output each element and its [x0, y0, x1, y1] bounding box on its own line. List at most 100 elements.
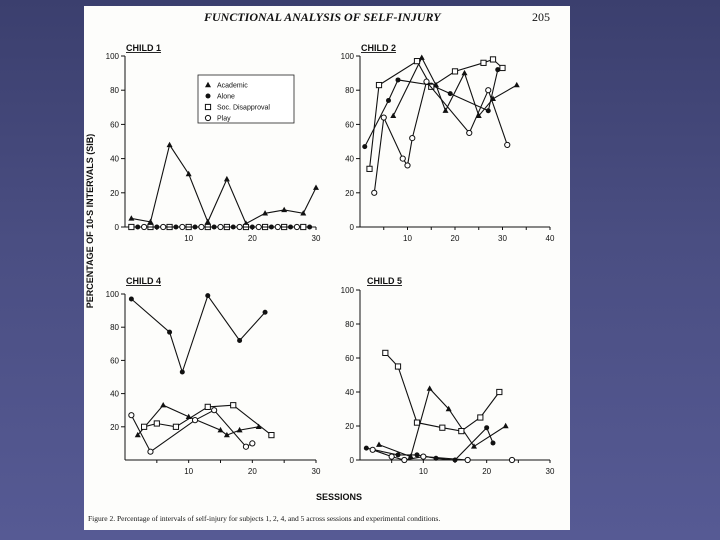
data-point — [307, 224, 313, 230]
page-number: 205 — [532, 10, 550, 24]
series-alone — [128, 293, 268, 375]
data-point — [223, 431, 230, 438]
legend-label: Play — [217, 116, 231, 123]
data-point — [445, 405, 452, 412]
data-point — [480, 59, 487, 66]
data-point — [185, 170, 192, 177]
x-tick-label: 10 — [403, 234, 412, 243]
data-point — [484, 425, 490, 431]
data-point — [141, 223, 148, 231]
data-point — [464, 456, 471, 464]
data-point — [242, 443, 250, 450]
data-point — [293, 223, 300, 231]
data-point — [423, 78, 430, 85]
y-tick-label: 40 — [345, 155, 354, 164]
data-point — [413, 419, 421, 426]
data-point — [442, 107, 449, 113]
series-alone — [362, 67, 501, 150]
data-point — [499, 64, 506, 72]
legend-marker — [205, 81, 211, 88]
series-play — [141, 223, 300, 231]
y-tick-label: 60 — [110, 356, 119, 365]
data-point — [369, 446, 376, 453]
data-point — [418, 54, 425, 60]
series-academic — [128, 141, 319, 226]
data-point — [409, 134, 416, 142]
series-alone — [363, 425, 496, 463]
y-tick-label: 0 — [350, 223, 355, 232]
y-tick-label: 40 — [110, 390, 119, 399]
y-tick-label: 80 — [110, 86, 119, 95]
data-point — [388, 453, 395, 460]
data-point — [376, 441, 382, 447]
data-point — [390, 112, 397, 119]
data-point — [147, 218, 154, 225]
series-line — [372, 449, 512, 461]
x-tick-label: 30 — [498, 234, 507, 243]
data-point — [414, 452, 420, 458]
y-tick-label: 60 — [110, 120, 119, 129]
panel-child-2: CHILD 2 0 20 40 60 80 100 10 20 30 40 — [341, 43, 555, 243]
y-tick-label: 60 — [345, 354, 354, 363]
figure-svg: FUNCTIONAL ANALYSIS OF SELF-INJURY 205 P… — [85, 10, 555, 523]
legend-item-play: Play — [204, 114, 231, 123]
data-point — [485, 87, 492, 94]
data-point — [439, 424, 446, 431]
data-point — [153, 420, 160, 427]
x-tick-label: 30 — [312, 234, 321, 243]
data-point — [401, 456, 408, 464]
data-point — [495, 67, 501, 73]
y-tick-label: 20 — [110, 423, 119, 432]
y-tick-label: 40 — [345, 388, 354, 397]
data-point — [217, 426, 224, 433]
data-point — [172, 423, 180, 430]
legend-marker — [204, 114, 212, 122]
data-point — [386, 97, 391, 103]
y-tick-label: 80 — [345, 320, 354, 329]
x-tick-label: 40 — [546, 234, 555, 243]
data-point — [237, 337, 243, 343]
x-tick-label: 30 — [546, 467, 555, 476]
legend-item-alone: Alone — [205, 93, 235, 101]
data-point — [300, 210, 307, 216]
data-point — [128, 215, 135, 221]
data-point — [404, 162, 411, 169]
y-tick-label: 100 — [341, 52, 355, 61]
data-point — [452, 457, 458, 463]
data-point — [230, 402, 237, 409]
panel-title: CHILD 5 — [367, 276, 402, 286]
legend-marker — [205, 93, 211, 99]
data-point — [504, 141, 511, 149]
series-academic — [134, 402, 262, 438]
data-point — [395, 77, 401, 83]
data-point — [382, 349, 389, 356]
data-point — [134, 431, 141, 438]
data-point — [395, 452, 401, 458]
data-point — [362, 144, 368, 150]
series-play — [369, 446, 516, 464]
data-point — [236, 426, 243, 433]
series-academic — [376, 385, 509, 459]
series-line — [378, 387, 506, 458]
data-point — [191, 417, 199, 424]
data-point — [490, 440, 496, 446]
legend-label: Academic — [217, 83, 248, 90]
data-point — [249, 440, 256, 447]
data-point — [433, 81, 439, 88]
data-point — [433, 455, 439, 461]
data-point — [160, 402, 167, 408]
panel-title: CHILD 4 — [126, 276, 161, 286]
data-point — [420, 453, 427, 460]
series-line — [368, 58, 503, 169]
data-point — [147, 448, 154, 455]
x-tick-label: 20 — [248, 467, 257, 476]
data-point — [128, 223, 135, 231]
data-point — [211, 407, 218, 414]
y-tick-label: 100 — [341, 286, 355, 295]
data-point — [160, 223, 167, 231]
y-axis-title: PERCENTAGE OF 10-S INTERVALS (SIB) — [85, 134, 95, 309]
data-point — [255, 423, 262, 429]
series-soc-disapproval — [141, 402, 275, 439]
panel-child-5: CHILD 5 0 20 40 60 80 100 10 20 30 — [341, 276, 555, 476]
figure-caption: Figure 2. Percentage of intervals of sel… — [88, 514, 440, 523]
